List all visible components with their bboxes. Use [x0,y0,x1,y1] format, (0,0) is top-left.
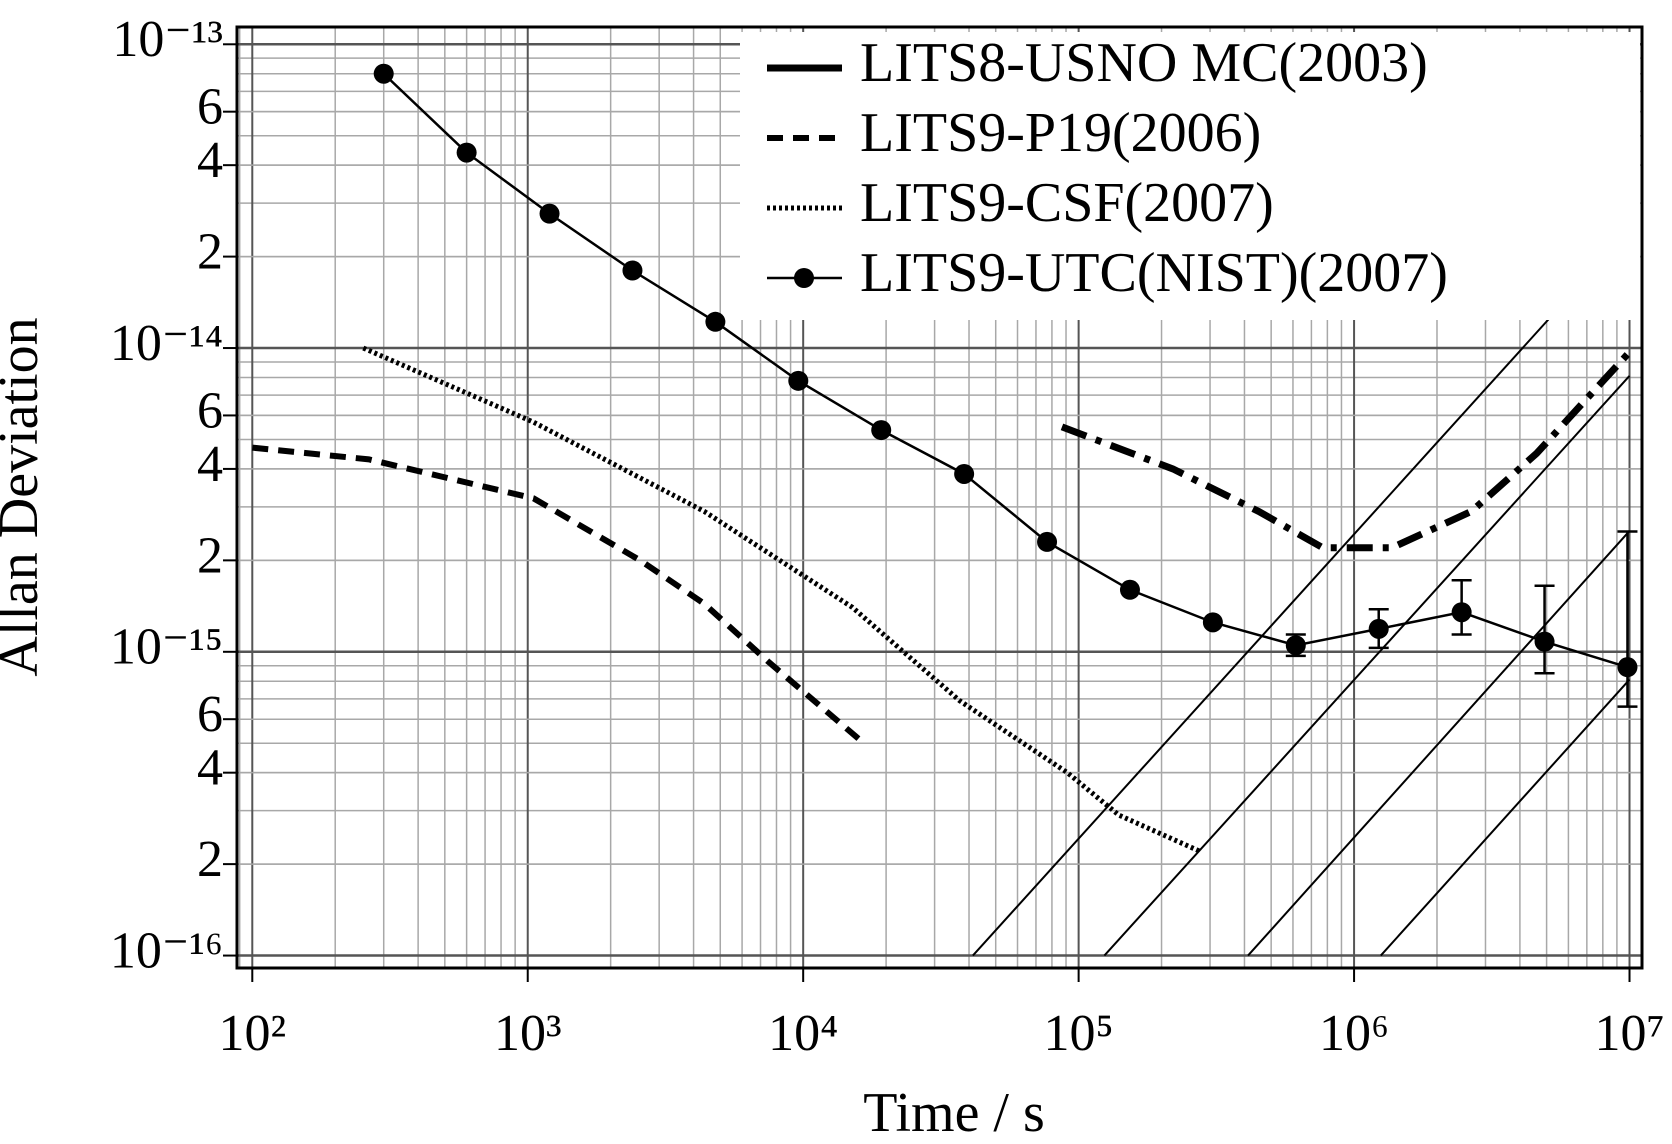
legend-label: LITS9-UTC(NIST)(2007) [860,242,1448,304]
legend-label: LITS9-CSF(2007) [860,172,1274,234]
y-tick-label: 10⁻¹³ [112,11,223,68]
x-tick-label: 10⁴ [768,1005,838,1062]
y-tick-label: 2 [197,527,223,584]
y-tick-label: 2 [197,224,223,281]
marker [1119,579,1140,600]
legend-marker [794,268,814,288]
marker [373,63,394,84]
y-axis-label: Allan Deviation [0,317,50,676]
marker [1202,612,1223,633]
error-bar [1617,530,1638,708]
y-tick-label: 10⁻¹⁶ [110,922,223,979]
y-tick-label: 4 [197,740,223,797]
marker [539,203,560,224]
plot-frame [235,25,1644,970]
marker [1534,631,1555,652]
series-line [1060,349,1633,552]
y-tick-label: 6 [197,686,223,743]
series-line [251,444,866,746]
marker [1368,618,1389,639]
y-tick-label: 6 [197,382,223,439]
legend-box [740,32,1640,320]
error-bar [1534,584,1555,675]
series-line [362,345,1202,854]
series-line [382,72,1628,669]
legend-label: LITS9-P19(2006) [860,102,1261,164]
x-tick-label: 10³ [494,1005,562,1062]
y-tick-label: 2 [197,831,223,888]
marker [871,420,892,441]
x-tick-label: 10² [218,1005,286,1062]
x-tick-label: 10⁶ [1319,1005,1389,1062]
marker [622,260,643,281]
reference-line [1103,375,1631,957]
x-tick-label: 10⁷ [1594,1005,1664,1062]
y-tick-label: 10⁻¹⁵ [110,619,223,676]
marker [788,370,809,391]
marker [1037,531,1058,552]
x-axis-label: Time / s [863,1082,1045,1144]
marker [954,463,975,484]
x-tick-label: 10⁵ [1044,1005,1114,1062]
marker [456,142,477,163]
reference-line [1247,530,1631,957]
marker [1285,635,1306,656]
plot-area [251,63,1638,957]
y-tick-label: 10⁻¹⁴ [110,315,223,372]
reference-line [1380,678,1631,957]
y-tick-label: 4 [197,132,223,189]
legend-label: LITS8-USNO MC(2003) [860,32,1428,94]
reference-line [972,229,1631,957]
marker [1617,657,1638,678]
marker [1451,602,1472,623]
marker [705,311,726,332]
legend: LITS8-USNO MC(2003) LITS9-P19(2006) LITS9-… [740,32,1640,320]
y-tick-label: 4 [197,436,223,493]
y-tick-label: 6 [197,79,223,136]
